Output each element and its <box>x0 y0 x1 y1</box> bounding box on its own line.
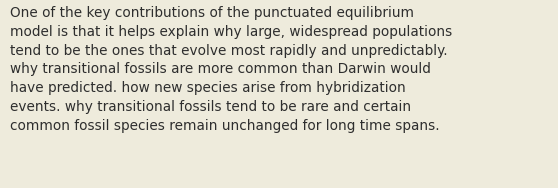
Text: One of the key contributions of the punctuated equilibrium
model is that it help: One of the key contributions of the punc… <box>10 6 453 133</box>
